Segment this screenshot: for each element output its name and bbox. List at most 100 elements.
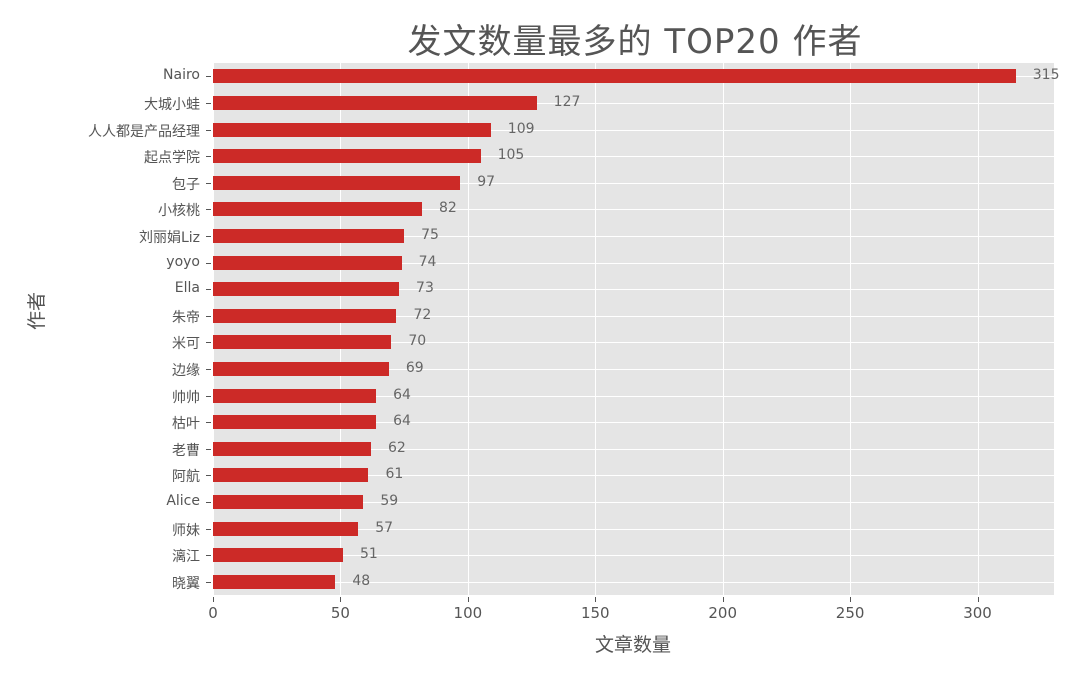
- bar: [213, 388, 377, 403]
- y-gridline: [213, 475, 1054, 477]
- x-gridline: [595, 63, 597, 595]
- y-tick-label: Alice: [166, 492, 200, 509]
- y-gridline: [213, 156, 1054, 158]
- y-tick: [206, 342, 211, 344]
- x-gridline: [213, 63, 214, 595]
- y-axis-title: 作者: [26, 291, 48, 330]
- y-tick-label: 米可: [172, 336, 200, 353]
- bar: [213, 175, 461, 190]
- y-tick: [206, 581, 211, 583]
- y-tick-label: 老曹: [172, 442, 200, 459]
- bar: [213, 255, 402, 270]
- x-tick-label: 150: [580, 604, 610, 622]
- bar-value-label: 73: [416, 280, 434, 297]
- y-tick: [206, 395, 211, 397]
- x-tick: [340, 597, 342, 602]
- y-tick: [206, 475, 211, 477]
- bar: [213, 308, 397, 323]
- bar-value-label: 82: [438, 200, 457, 217]
- y-gridline: [213, 581, 1054, 583]
- y-gridline: [213, 262, 1054, 264]
- y-gridline: [213, 501, 1054, 503]
- y-gridline: [213, 555, 1054, 557]
- bar: [213, 335, 392, 350]
- bar-value-label: 64: [393, 413, 411, 430]
- y-tick: [206, 156, 211, 158]
- bar: [213, 521, 359, 536]
- bar-value-label: 51: [359, 546, 378, 563]
- plot-area: 315 127 109 105 97 82 75 74 73 72 70 69 64 64 62 61 59 57…: [213, 63, 1060, 595]
- y-tick-label: Ella: [174, 280, 200, 297]
- bar: [213, 202, 422, 217]
- y-gridline: [213, 368, 1054, 370]
- bar: [213, 415, 377, 430]
- y-tick-label: 帅帅: [172, 389, 200, 406]
- y-tick: [206, 129, 211, 131]
- y-tick-label: Nairo: [163, 67, 200, 84]
- y-gridline: [213, 395, 1054, 397]
- bar-value-label: 75: [421, 226, 439, 243]
- y-tick-label: 阿航: [172, 469, 200, 486]
- bar-value-label: 48: [352, 572, 371, 589]
- bar-value-label: 61: [385, 466, 404, 483]
- bar: [213, 122, 491, 137]
- y-gridline: [213, 528, 1054, 530]
- bar-value-label: 64: [393, 386, 411, 403]
- y-tick-label: 包子: [172, 176, 200, 193]
- y-gridline: [213, 182, 1054, 184]
- x-tick-label: 200: [708, 604, 738, 622]
- x-gridline: [467, 63, 469, 595]
- x-tick: [850, 597, 852, 602]
- x-gridline: [977, 63, 979, 595]
- y-tick: [206, 528, 211, 530]
- bar: [213, 441, 371, 456]
- y-gridline: [213, 102, 1054, 104]
- x-axis-title: 文章数量: [594, 634, 672, 656]
- bar-value-label: 109: [507, 120, 535, 137]
- y-tick: [206, 235, 211, 237]
- y-tick-label: 朱帝: [172, 309, 200, 326]
- y-gridline: [213, 235, 1054, 237]
- y-tick-label: 小核桃: [158, 203, 200, 220]
- x-tick-label: 100: [453, 604, 483, 622]
- x-tick: [595, 597, 597, 602]
- y-tick: [206, 209, 211, 211]
- x-gridline: [340, 63, 342, 595]
- y-gridline: [213, 209, 1054, 211]
- bar-value-label: 57: [375, 519, 394, 536]
- y-tick-label: 起点学院: [144, 150, 200, 167]
- bar-value-label: 70: [408, 333, 427, 350]
- x-tick-label: 300: [963, 604, 992, 622]
- y-tick-label: 边缘: [172, 362, 200, 379]
- y-tick-label: 师妹: [172, 522, 200, 539]
- x-gridline: [722, 63, 724, 595]
- bar-value-label: 59: [380, 492, 399, 509]
- bar: [213, 228, 405, 243]
- bar-value-label: 127: [553, 93, 581, 110]
- y-tick: [206, 289, 211, 291]
- x-tick: [977, 597, 979, 602]
- y-gridline: [213, 342, 1054, 344]
- bar-value-label: 315: [1032, 67, 1060, 84]
- x-tick: [467, 597, 469, 602]
- bar: [213, 95, 537, 110]
- bar: [213, 574, 336, 589]
- y-tick: [206, 422, 211, 424]
- bar-value-label: 72: [413, 306, 432, 323]
- y-tick-label: 晓翼: [172, 575, 200, 592]
- bar: [213, 149, 481, 164]
- y-gridline: [213, 129, 1054, 131]
- y-tick: [206, 102, 211, 104]
- y-gridline: [213, 289, 1054, 291]
- y-tick-label: 刘丽娟Liz: [138, 229, 200, 246]
- y-tick: [206, 448, 211, 450]
- y-tick-label: 大城小蛙: [144, 96, 200, 113]
- bar-value-label: 62: [388, 439, 406, 456]
- y-tick: [206, 262, 211, 264]
- y-gridline: [213, 422, 1054, 424]
- bar: [213, 69, 1016, 84]
- y-tick: [206, 315, 211, 317]
- bar-value-label: 74: [418, 253, 437, 270]
- bar: [213, 361, 389, 376]
- chart-title: 发文数量最多的 TOP20 作者: [407, 22, 863, 62]
